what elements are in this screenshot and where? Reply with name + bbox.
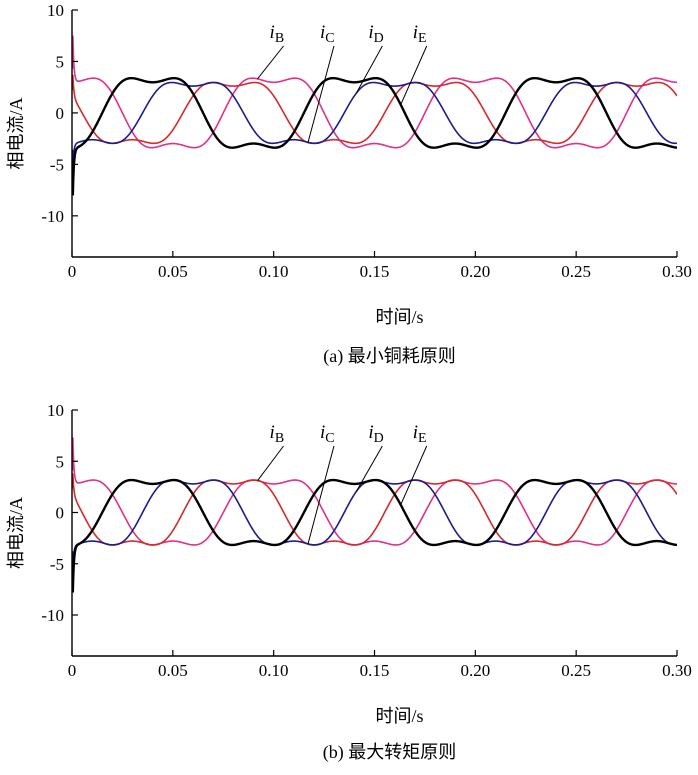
series-group xyxy=(72,35,677,196)
x-tick-label: 0.05 xyxy=(158,262,188,281)
annotation-leader xyxy=(307,45,335,143)
x-tick-label: 0.15 xyxy=(360,262,390,281)
series-line-iC xyxy=(72,473,677,546)
x-axis-label: 时间/s xyxy=(375,307,423,327)
x-tick-label: 0.20 xyxy=(460,262,490,281)
annotation-leader xyxy=(257,445,284,481)
annotation-leader xyxy=(307,445,335,545)
y-tick-label: -5 xyxy=(50,555,64,574)
annotation-leader xyxy=(257,45,284,80)
annotation-label-iB: iB xyxy=(270,22,285,46)
annotation-label-iD: iD xyxy=(368,22,383,46)
chart-panel-b: 10 5 0 -5 -10 0 0.05 0.10 0.15 0.20 0.25 0.30 时间/s 相电… xyxy=(6,401,692,763)
x-axis-label: 时间/s xyxy=(375,706,423,726)
y-tick-label: 10 xyxy=(47,1,64,20)
x-tick-label: 0.20 xyxy=(460,661,490,680)
annotation-leader xyxy=(400,45,428,105)
annotation-label-iC: iC xyxy=(320,22,335,46)
y-tick-label: -10 xyxy=(41,606,64,625)
series-line-iD xyxy=(72,81,677,166)
y-tick-label: 5 xyxy=(56,52,65,71)
chart-caption: (a) 最小铜耗原则 xyxy=(323,346,455,367)
annotation-label-iB: iB xyxy=(270,422,285,446)
chart-caption: (b) 最大转矩原则 xyxy=(323,742,457,763)
series-line-iE xyxy=(72,478,677,593)
y-axis-label: 相电流/A xyxy=(6,97,26,169)
x-tick-label: 0.30 xyxy=(662,262,692,281)
series-group xyxy=(72,437,677,593)
annotation-label-iE: iE xyxy=(413,22,427,46)
annotation-label-iD: iD xyxy=(368,422,383,446)
annotation-label-iC: iC xyxy=(320,422,335,446)
series-line-iB xyxy=(72,437,677,546)
series-line-iB xyxy=(72,35,677,149)
annotation-leader xyxy=(400,445,428,506)
x-tick-label: 0 xyxy=(68,661,77,680)
y-tick-label: 0 xyxy=(56,104,65,123)
y-tick-label: 10 xyxy=(47,401,64,420)
x-tick-label: 0.25 xyxy=(561,262,591,281)
series-line-iC xyxy=(72,74,677,145)
annotation-label-iE: iE xyxy=(413,422,427,446)
x-tick-label: 0.10 xyxy=(259,661,289,680)
chart-panel-a: 10 5 0 -5 -10 0 0.05 0.10 0.15 0.20 0.25 0.30 时间/s 相电… xyxy=(6,1,692,367)
y-tick-label: -5 xyxy=(50,155,64,174)
x-tick-label: 0.25 xyxy=(561,661,591,680)
series-line-iD xyxy=(72,479,677,568)
x-tick-label: 0 xyxy=(68,262,77,281)
x-tick-label: 0.10 xyxy=(259,262,289,281)
y-axis-label: 相电流/A xyxy=(6,497,26,569)
annotation-leader xyxy=(355,445,383,492)
y-tick-label: -10 xyxy=(41,207,64,226)
x-tick-label: 0.15 xyxy=(360,661,390,680)
x-tick-label: 0.30 xyxy=(662,661,692,680)
x-tick-label: 0.05 xyxy=(158,661,188,680)
series-line-iE xyxy=(72,76,677,196)
y-tick-label: 0 xyxy=(56,504,65,523)
y-tick-label: 5 xyxy=(56,452,65,471)
annotation-leader xyxy=(355,45,383,94)
